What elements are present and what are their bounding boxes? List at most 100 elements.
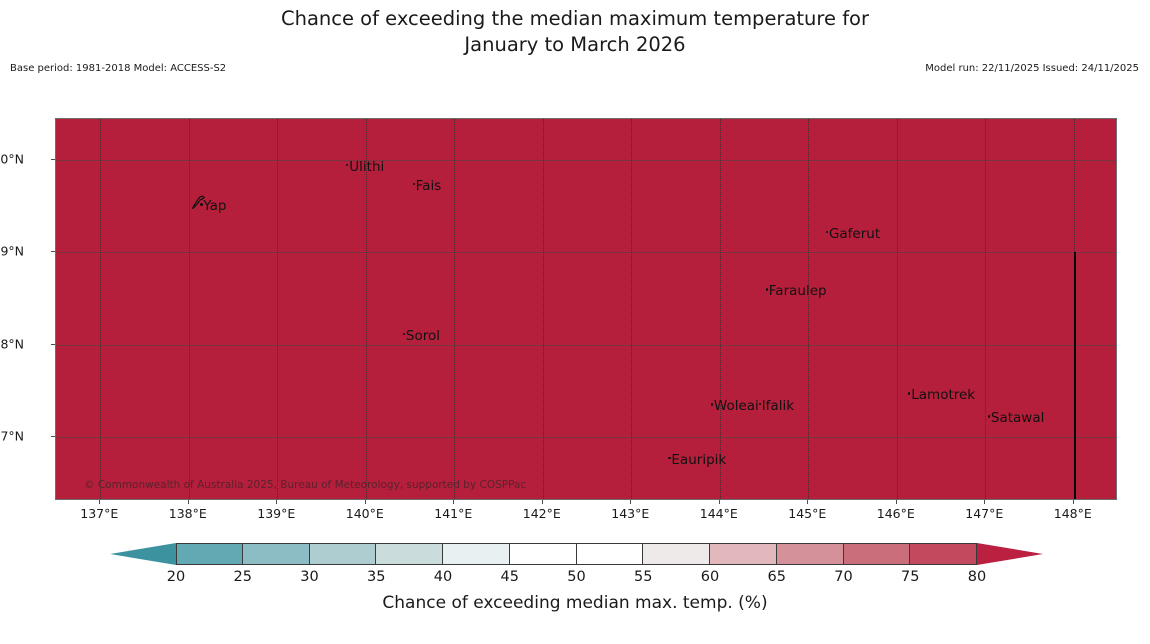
colorbar-label: Chance of exceeding median max. temp. (%…: [382, 593, 768, 613]
colorbar-band: [443, 543, 510, 565]
x-axis-tick-mark: [276, 500, 278, 504]
y-axis-tick-mark: [51, 343, 55, 345]
colorbar-band: [843, 543, 911, 565]
x-axis-tick-label: 144°E: [699, 506, 738, 521]
place-dot-icon: [825, 231, 829, 234]
x-axis-tick-label: 140°E: [345, 506, 384, 521]
gridline-lon: [100, 119, 102, 499]
x-axis-tick-label: 139°E: [257, 506, 296, 521]
place-label: Ifalik: [761, 397, 795, 414]
colorbar-tick-label: 55: [634, 569, 653, 585]
place-dot-icon: [200, 202, 204, 206]
gridline-lon: [631, 119, 633, 499]
x-axis-tick-label: 141°E: [434, 506, 473, 521]
colorbar-band: [576, 543, 644, 565]
colorbar-tick-label: 20: [166, 569, 186, 585]
place-dot-icon: [758, 402, 761, 405]
x-axis-tick-mark: [1072, 500, 1074, 504]
x-axis-tick-label: 143°E: [611, 506, 650, 521]
colorbar-band: [643, 543, 710, 565]
x-axis-tick-label: 146°E: [876, 506, 915, 521]
place-label: Satawal: [990, 410, 1045, 427]
y-axis-tick-label: 7°N: [0, 428, 24, 444]
place-label: Sorol: [405, 327, 440, 344]
colorbar-tick-label: 45: [500, 569, 519, 585]
copyright-text: © Commonwealth of Australia 2025, Bureau…: [84, 479, 527, 491]
x-axis-tick-mark: [453, 500, 455, 504]
colorbar: [176, 543, 977, 565]
colorbar-tick-label: 80: [967, 569, 987, 585]
x-axis-tick-mark: [895, 500, 897, 504]
gridline-lon: [365, 119, 367, 499]
colorbar-band: [309, 543, 377, 565]
x-axis-tick-label: 147°E: [965, 506, 1004, 521]
place-label: Ulithi: [349, 159, 385, 176]
colorbar-band: [509, 543, 577, 565]
x-axis-tick-mark: [807, 500, 809, 504]
gridline-lat: [56, 436, 1116, 438]
gridline-lon: [188, 119, 190, 499]
figure-title: Chance of exceeding the median maximum t…: [280, 7, 870, 56]
x-axis-tick-mark: [718, 500, 720, 504]
place-label: Faraulep: [768, 283, 827, 300]
yap-island-shape: [192, 195, 206, 209]
map-axes: Yap Ulithi Fais Sorol Gaferut Faraulep Woleai I…: [55, 118, 1117, 500]
y-axis-tick-label: 10°N: [0, 151, 24, 167]
place-dot-icon: [402, 332, 406, 335]
x-axis-tick-label: 137°E: [80, 506, 119, 521]
colorbar-group: Chance of exceeding median max. temp. (%…: [0, 543, 1150, 644]
colorbar-tick-label: 35: [367, 569, 386, 585]
colorbar-tick-label: 50: [567, 569, 586, 585]
x-axis-tick-mark: [187, 500, 189, 504]
x-axis-tick-label: 145°E: [788, 506, 827, 521]
y-axis-tick-label: 8°N: [0, 336, 24, 352]
colorbar-tick-label: 30: [300, 569, 319, 585]
place-label: Gaferut: [828, 226, 881, 243]
x-axis-tick-mark: [364, 500, 366, 504]
place-dot-icon: [412, 182, 415, 185]
gridline-lon: [896, 119, 898, 499]
place-dot-icon: [668, 456, 671, 459]
x-axis-tick-label: 138°E: [168, 506, 207, 521]
map-canvas: Yap Ulithi Fais Sorol Gaferut Faraulep Woleai I…: [56, 119, 1116, 499]
colorbar-tick-label: 40: [433, 569, 453, 585]
place-label: Fais: [415, 177, 442, 194]
gridline-lat: [56, 344, 1116, 346]
colorbar-band: [910, 543, 977, 565]
y-axis-tick-label: 9°N: [0, 243, 24, 259]
gridline-lon: [985, 119, 987, 499]
colorbar-tick-label: 75: [901, 569, 920, 585]
colorbar-under-arrow: [110, 543, 176, 565]
gridline-lon: [454, 119, 456, 499]
colorbar-tick-label: 60: [700, 569, 720, 585]
place-label: Yap: [203, 197, 227, 214]
colorbar-tick-label: 65: [767, 569, 786, 585]
coastline-segment: [1073, 252, 1076, 499]
x-axis-tick-label: 142°E: [522, 506, 561, 521]
colorbar-tick-label: 25: [233, 569, 252, 585]
x-axis-tick-mark: [630, 500, 632, 504]
y-axis-tick-mark: [51, 251, 55, 253]
colorbar-band: [776, 543, 844, 565]
y-axis-tick-mark: [51, 435, 55, 437]
gridline-lon: [808, 119, 810, 499]
x-axis-tick-label: 148°E: [1053, 506, 1092, 521]
colorbar-band: [376, 543, 443, 565]
gridline-lon: [542, 119, 544, 499]
place-dot-icon: [765, 288, 768, 291]
colorbar-band: [710, 543, 777, 565]
place-dot-icon: [710, 403, 714, 406]
gridline-lon: [719, 119, 721, 499]
gridline-lat: [56, 160, 1116, 162]
place-dot-icon: [987, 415, 991, 418]
x-axis-tick-mark: [541, 500, 543, 504]
y-axis-tick-mark: [51, 159, 55, 161]
colorbar-band: [176, 543, 243, 565]
place-label: Eauripik: [671, 451, 727, 468]
place-dot-icon: [908, 392, 911, 395]
gridline-lon: [277, 119, 279, 499]
metadata-right: Model run: 22/11/2025 Issued: 24/11/2025: [925, 63, 1139, 74]
gridline-lat: [56, 252, 1116, 254]
colorbar-over-arrow: [977, 543, 1043, 565]
